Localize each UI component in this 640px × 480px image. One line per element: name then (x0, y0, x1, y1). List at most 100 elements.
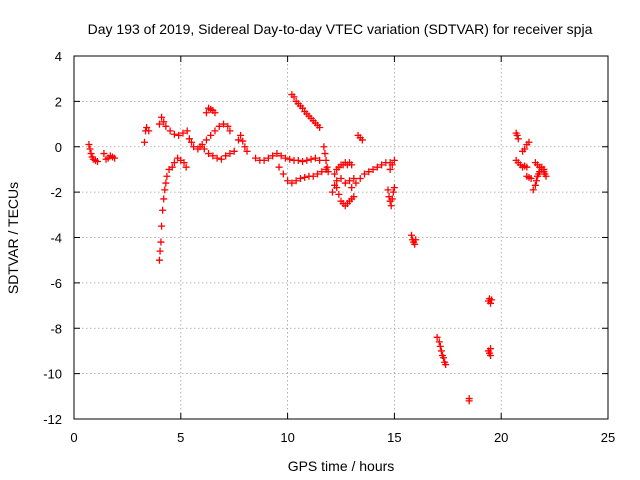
data-point (433, 333, 441, 341)
data-point (388, 195, 396, 203)
data-point (160, 118, 168, 126)
data-point (217, 155, 225, 163)
data-point (264, 154, 272, 162)
data-point (514, 135, 522, 143)
data-point (521, 145, 529, 153)
data-point (436, 342, 444, 350)
data-point (162, 179, 170, 187)
data-point (333, 177, 341, 185)
data-point (296, 175, 304, 183)
x-axis-label: GPS time / hours (288, 458, 395, 474)
data-point (348, 161, 356, 169)
data-points (85, 91, 550, 405)
data-point (465, 397, 473, 405)
data-point (279, 170, 287, 178)
data-point (260, 156, 268, 164)
data-point (442, 361, 450, 369)
data-point (213, 154, 221, 162)
y-axis-label: SDTVAR / TECUs (5, 182, 21, 294)
data-point (389, 188, 397, 196)
y-tick-label: 2 (55, 94, 62, 109)
data-point (407, 231, 415, 239)
grid-lines (74, 56, 608, 419)
data-point (321, 150, 329, 158)
data-point (309, 172, 317, 180)
data-point (269, 152, 277, 160)
data-point (350, 193, 358, 201)
data-point (175, 131, 183, 139)
data-point (145, 127, 153, 135)
data-point (207, 131, 215, 139)
data-point (237, 131, 245, 139)
plot-frame (73, 55, 609, 420)
data-point (275, 163, 283, 171)
data-point (140, 138, 148, 146)
data-point (158, 113, 166, 121)
data-point (273, 150, 281, 158)
data-point (532, 177, 540, 185)
data-point (252, 154, 260, 162)
data-point (286, 155, 294, 163)
data-point (87, 150, 95, 158)
y-tick-label: -8 (50, 321, 62, 336)
data-point (290, 93, 298, 101)
data-point (311, 154, 319, 162)
data-point (488, 296, 496, 304)
data-point (540, 165, 548, 173)
x-tick-label: 10 (280, 430, 294, 445)
x-tick-label: 20 (494, 430, 508, 445)
data-point (211, 109, 219, 117)
data-point (215, 122, 223, 130)
data-point (222, 152, 230, 160)
data-point (531, 181, 539, 189)
y-tick-label: -2 (50, 185, 62, 200)
data-point (333, 184, 341, 192)
data-point (190, 143, 198, 151)
data-point (111, 154, 119, 162)
data-point (365, 168, 373, 176)
data-point (158, 222, 166, 230)
data-point (513, 131, 521, 139)
data-point (93, 157, 101, 165)
data-point (352, 179, 360, 187)
data-point (348, 184, 356, 192)
y-tick-label: -12 (43, 412, 62, 427)
data-point (322, 156, 330, 164)
data-point (243, 147, 251, 155)
data-point (160, 195, 168, 203)
data-point (435, 338, 443, 346)
data-point (239, 137, 247, 145)
data-point (360, 170, 368, 178)
data-point (358, 136, 366, 144)
data-point (162, 122, 170, 130)
data-point (487, 351, 495, 359)
data-point (384, 186, 392, 194)
data-point (159, 206, 167, 214)
x-tick-label: 25 (601, 430, 615, 445)
data-point (378, 161, 386, 169)
data-point (412, 236, 420, 244)
data-point (205, 150, 213, 158)
data-point (277, 152, 285, 160)
data-point (187, 138, 195, 146)
data-point (387, 202, 395, 210)
data-point (303, 156, 311, 164)
data-point (386, 165, 394, 173)
data-point (161, 186, 169, 194)
data-point (335, 190, 343, 198)
data-point (390, 156, 398, 164)
data-point (234, 136, 242, 144)
data-point (390, 184, 398, 192)
data-point (226, 127, 234, 135)
y-tick-label: -4 (50, 231, 62, 246)
data-point (200, 145, 208, 153)
data-point (341, 179, 349, 187)
data-point (196, 143, 204, 151)
data-point (230, 147, 238, 155)
data-point (182, 163, 190, 171)
data-point (437, 347, 445, 355)
y-tick-label: 0 (55, 140, 62, 155)
data-point (527, 175, 535, 183)
